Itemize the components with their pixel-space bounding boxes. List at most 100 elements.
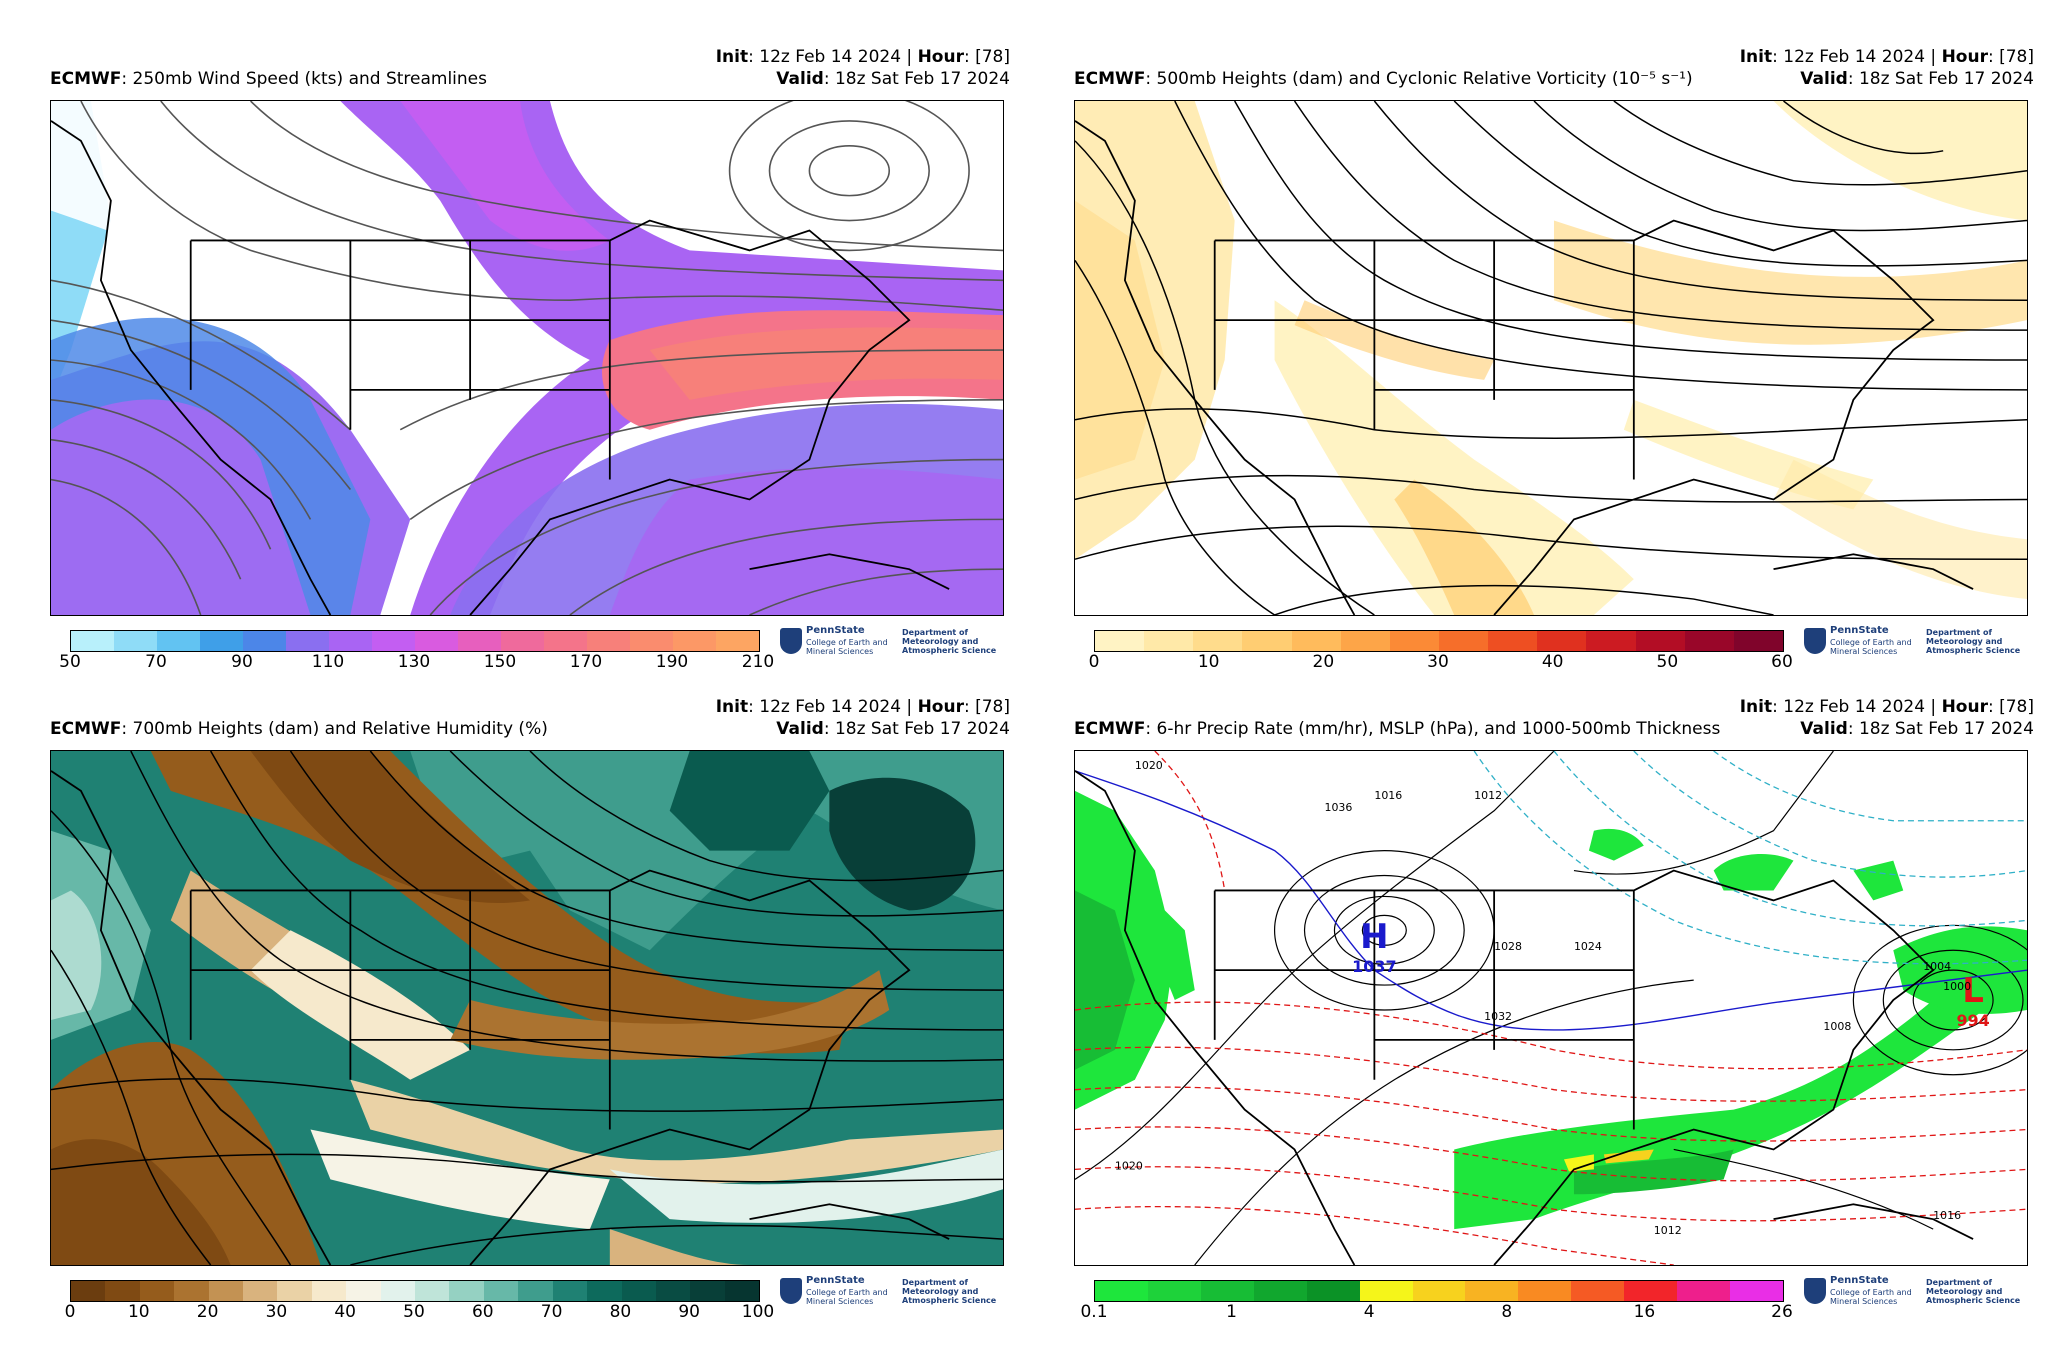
isobar-label: 1032 bbox=[1484, 1010, 1512, 1023]
colorbar-swatch bbox=[1488, 631, 1538, 651]
colorbar-swatch bbox=[1635, 631, 1685, 651]
colorbar-tick-label: 40 bbox=[334, 1302, 357, 1322]
colorbar-swatch bbox=[630, 631, 673, 651]
colorbar-tick-label: 4 bbox=[1363, 1302, 1375, 1322]
isobar-label: 1016 bbox=[1933, 1209, 1961, 1222]
low-pressure-value: 994 bbox=[1956, 1011, 1989, 1030]
colorbar-swatch bbox=[1340, 631, 1390, 651]
colorbar-swatch bbox=[1571, 1281, 1625, 1301]
colorbar-tick-label: 0.1 bbox=[1080, 1302, 1108, 1322]
isobar-label: 1004 bbox=[1923, 960, 1951, 973]
colorbar-tick-label: 50 bbox=[1656, 652, 1679, 672]
colorbar-swatch bbox=[1733, 631, 1783, 651]
colorbar-swatch bbox=[458, 631, 501, 651]
colorbar-swatch bbox=[200, 631, 243, 651]
low-pressure-letter: L bbox=[1962, 971, 1984, 1010]
colorbar-tick-label: 90 bbox=[231, 652, 253, 672]
init-line: Init: 12z Feb 14 2024 | Hour: [78] bbox=[1739, 697, 2034, 717]
shield-icon bbox=[1804, 1278, 1826, 1304]
colorbar-swatch bbox=[71, 1281, 106, 1301]
isobar-label: 1020 bbox=[1115, 1159, 1143, 1172]
map-250mb bbox=[50, 100, 1004, 616]
colorbar-swatch bbox=[105, 1281, 140, 1301]
isobar-label: 1020 bbox=[1135, 759, 1163, 772]
colorbar-swatch bbox=[1677, 1281, 1731, 1301]
isobar-label: 1024 bbox=[1574, 940, 1602, 953]
colorbar-swatch bbox=[372, 631, 415, 651]
colorbar-swatch bbox=[1359, 1281, 1413, 1301]
colorbar-tick-label: 150 bbox=[483, 652, 517, 672]
colorbar-swatch bbox=[1095, 631, 1145, 651]
pennstate-logo: PennState College of Earth and Mineral S… bbox=[1804, 1276, 2034, 1310]
title-line: ECMWF: 500mb Heights (dam) and Cyclonic … bbox=[1074, 69, 2034, 89]
colorbar-tick-label: 100 bbox=[741, 1302, 775, 1322]
colorbar-tick-label: 8 bbox=[1501, 1302, 1513, 1322]
colorbar-swatch bbox=[1624, 1281, 1678, 1301]
colorbar-swatch bbox=[449, 1281, 484, 1301]
isobar-label: 1028 bbox=[1494, 940, 1522, 953]
colorbar-swatch bbox=[139, 1281, 175, 1301]
high-pressure-value: 1037 bbox=[1352, 957, 1396, 976]
high-pressure-letter: H bbox=[1360, 917, 1388, 956]
shield-icon bbox=[780, 1278, 802, 1304]
colorbar-tick-label: 20 bbox=[196, 1302, 219, 1322]
colorbar-tick-label: 0 bbox=[64, 1302, 76, 1322]
colorbar-swatch bbox=[1586, 631, 1636, 651]
colorbar-swatch bbox=[415, 631, 458, 651]
isobar-label: 1036 bbox=[1324, 801, 1352, 814]
colorbar-tick-label: 60 bbox=[1771, 652, 1793, 672]
isobar-label: 1016 bbox=[1374, 789, 1402, 802]
colorbar-swatch bbox=[587, 1281, 622, 1301]
colorbar-swatch bbox=[1518, 1281, 1572, 1301]
colorbar-ticks: 0 10 20 30 40 50 60 bbox=[1089, 652, 1793, 676]
isobar-label: 1008 bbox=[1823, 1020, 1851, 1033]
colorbar-swatch bbox=[724, 1281, 760, 1301]
colorbar-swatch bbox=[311, 1281, 347, 1301]
isobar-label: 1000 bbox=[1943, 980, 1971, 993]
colorbar-swatch bbox=[277, 1281, 312, 1301]
colorbar-tick-label: 26 bbox=[1771, 1302, 1793, 1322]
colorbar-tick-label: 50 bbox=[403, 1302, 425, 1322]
colorbar-swatch bbox=[157, 631, 200, 651]
colorbar-swatch bbox=[329, 631, 372, 651]
colorbar-tick-label: 20 bbox=[1312, 652, 1335, 672]
colorbar-tick-label: 16 bbox=[1633, 1302, 1656, 1322]
colorbar-tick-label: 80 bbox=[609, 1302, 632, 1322]
colorbar bbox=[70, 630, 760, 652]
map-precip: H 1037 L 994 1020 1016 1012 1024 1028 10… bbox=[1074, 750, 2028, 1266]
shield-icon bbox=[1804, 628, 1826, 654]
pennstate-logo: PennState College of Earth and Mineral S… bbox=[780, 1276, 1010, 1310]
colorbar-swatch bbox=[1193, 631, 1243, 651]
colorbar-swatch bbox=[587, 631, 630, 651]
pennstate-logo: PennState College of Earth and Mineral S… bbox=[780, 626, 1010, 660]
colorbar-swatch bbox=[1306, 1281, 1360, 1301]
map-700mb bbox=[50, 750, 1004, 1266]
title-line: ECMWF: 250mb Wind Speed (kts) and Stream… bbox=[50, 69, 1010, 89]
colorbar-tick-label: 60 bbox=[471, 1302, 494, 1322]
colorbar-tick-label: 130 bbox=[397, 652, 431, 672]
title-line: ECMWF: 6-hr Precip Rate (mm/hr), MSLP (h… bbox=[1074, 719, 2034, 739]
colorbar-swatch bbox=[1730, 1281, 1783, 1301]
colorbar-swatch bbox=[1465, 1281, 1519, 1301]
colorbar bbox=[1094, 1280, 1784, 1302]
isobar-label: 1012 bbox=[1474, 789, 1502, 802]
colorbar-tick-label: 10 bbox=[127, 1302, 150, 1322]
colorbar-tick-label: 170 bbox=[569, 652, 603, 672]
colorbar-swatch bbox=[243, 631, 286, 651]
colorbar-swatch bbox=[1200, 1281, 1254, 1301]
colorbar-swatch bbox=[1147, 1281, 1201, 1301]
panel-700mb-rh: Init: 12z Feb 14 2024 | Hour: [78] ECMWF… bbox=[40, 690, 1040, 1330]
colorbar-tick-label: 210 bbox=[741, 652, 775, 672]
colorbar-swatch bbox=[346, 1281, 381, 1301]
colorbar-swatch bbox=[518, 1281, 553, 1301]
pennstate-logo: PennState College of Earth and Mineral S… bbox=[1804, 626, 2034, 660]
init-line: Init: 12z Feb 14 2024 | Hour: [78] bbox=[715, 47, 1010, 67]
colorbar-swatch bbox=[552, 1281, 588, 1301]
colorbar-swatch bbox=[501, 631, 544, 651]
colorbar-swatch bbox=[1291, 631, 1341, 651]
colorbar-ticks: 0 10 20 30 40 50 60 70 80 90 100 bbox=[65, 1302, 775, 1326]
colorbar-swatch bbox=[1412, 1281, 1466, 1301]
colorbar-tick-label: 70 bbox=[145, 652, 167, 672]
colorbar-tick-label: 50 bbox=[59, 652, 81, 672]
colorbar-swatch bbox=[1095, 1281, 1148, 1301]
